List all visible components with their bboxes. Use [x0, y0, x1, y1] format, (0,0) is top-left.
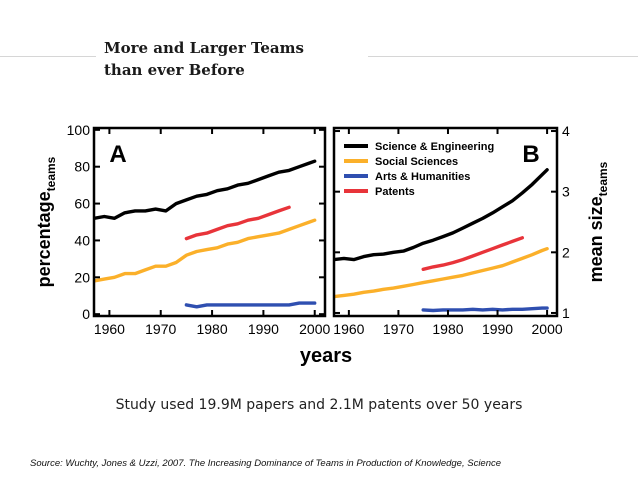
x-tick-label: 1970 [383, 321, 414, 337]
slide-caption: Study used 19.9M papers and 2.1M patents… [115, 397, 523, 413]
legend-label-ah: Arts & Humanities [375, 171, 470, 183]
series-line-ah [421, 306, 549, 313]
slide-title-line-1: More and Larger Teams [104, 39, 304, 57]
series-line-ss [334, 246, 549, 299]
y-tick-label: 2 [562, 244, 570, 260]
series-line-se [334, 168, 549, 262]
legend-label-pat: Patents [375, 186, 415, 198]
x-tick-label: 1980 [196, 321, 227, 337]
x-tick-label: 2000 [299, 321, 330, 337]
x-tick-label: 1970 [145, 321, 176, 337]
x-tick-label: 1960 [94, 321, 125, 337]
y-tick-label: 100 [67, 122, 91, 138]
y-tick-label: 40 [74, 232, 90, 248]
y-tick-label: 60 [74, 196, 90, 212]
y-axis-label-subscript: teams [596, 161, 610, 196]
x-tick-label: 1990 [248, 321, 279, 337]
y-axis-label: mean sizeteams [586, 161, 610, 282]
legend-label-se: Science & Engineering [375, 141, 494, 153]
y-tick-label: 4 [562, 123, 570, 139]
x-tick-label: 2000 [532, 321, 563, 337]
legend-label-ss: Social Sciences [375, 156, 458, 168]
series-line-ah [184, 301, 317, 309]
y-tick-label: 0 [82, 306, 90, 322]
series-line-ss [94, 218, 317, 283]
x-tick-label: 1990 [482, 321, 513, 337]
panel-label: B [522, 141, 539, 168]
y-tick-label: 20 [74, 269, 90, 285]
y-axis-label-subscript: teams [44, 156, 58, 191]
x-tick-label: 1980 [432, 321, 463, 337]
header-rule-left [0, 56, 96, 57]
y-tick-label: 1 [562, 305, 570, 321]
y-axis-label-main: percentage [34, 191, 54, 287]
panel-label: A [109, 141, 126, 168]
y-tick-label: 3 [562, 184, 570, 200]
source-citation: Source: Wuchty, Jones & Uzzi, 2007. The … [30, 458, 502, 469]
slide-title-line-2: than ever Before [104, 61, 245, 79]
x-axis-label: years [300, 345, 352, 367]
y-axis-label-main: mean size [586, 196, 606, 282]
series-line-pat [421, 236, 524, 271]
x-tick-label: 1960 [333, 321, 364, 337]
plot-frame [92, 126, 327, 318]
series-line-se [94, 159, 317, 221]
plot-frame [332, 126, 559, 318]
header-rule-right [368, 56, 638, 57]
y-axis-label: percentageteams [34, 156, 58, 287]
y-tick-label: 80 [74, 159, 90, 175]
series-line-pat [184, 205, 291, 241]
panel-a: 1960 1970 1980 1990 2000 0 20 40 60 80 100 Apercent… [34, 122, 331, 337]
